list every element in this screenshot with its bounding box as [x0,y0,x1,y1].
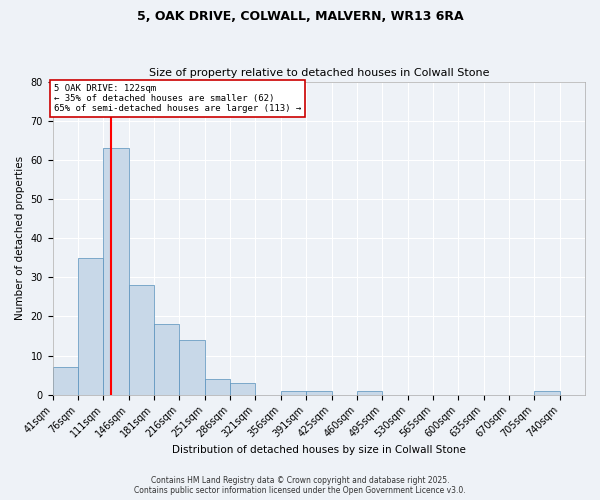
Bar [179,340,205,395]
Title: Size of property relative to detached houses in Colwall Stone: Size of property relative to detached ho… [149,68,489,78]
Bar [535,391,560,395]
Bar [129,285,154,395]
Bar [357,391,382,395]
Bar [306,391,332,395]
Text: 5, OAK DRIVE, COLWALL, MALVERN, WR13 6RA: 5, OAK DRIVE, COLWALL, MALVERN, WR13 6RA [137,10,463,23]
Bar [154,324,179,395]
Bar [103,148,129,395]
Bar [205,379,230,395]
Bar [53,368,78,395]
Y-axis label: Number of detached properties: Number of detached properties [15,156,25,320]
Bar [230,383,256,395]
Text: Contains HM Land Registry data © Crown copyright and database right 2025.
Contai: Contains HM Land Registry data © Crown c… [134,476,466,495]
Text: 5 OAK DRIVE: 122sqm
← 35% of detached houses are smaller (62)
65% of semi-detach: 5 OAK DRIVE: 122sqm ← 35% of detached ho… [54,84,301,114]
Bar [78,258,103,395]
X-axis label: Distribution of detached houses by size in Colwall Stone: Distribution of detached houses by size … [172,445,466,455]
Bar [281,391,306,395]
